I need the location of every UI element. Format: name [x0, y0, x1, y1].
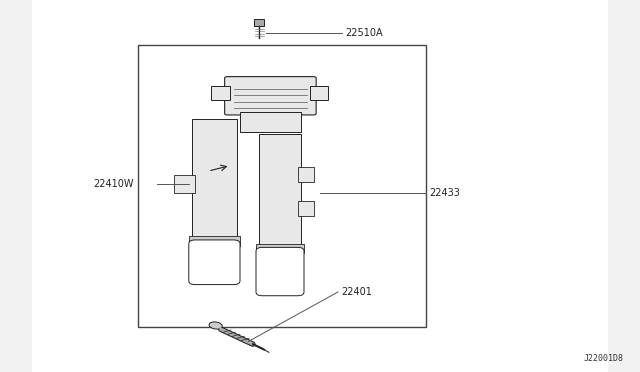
Text: 22410W: 22410W	[93, 179, 133, 189]
Bar	[256, 244, 304, 253]
Text: 22433: 22433	[429, 189, 460, 198]
FancyBboxPatch shape	[256, 247, 304, 296]
Bar	[174, 175, 195, 193]
Bar	[259, 134, 301, 246]
Ellipse shape	[209, 322, 222, 329]
Bar	[254, 19, 264, 26]
Bar	[138, 45, 426, 327]
Bar	[192, 119, 237, 238]
Bar	[240, 112, 301, 132]
Bar	[189, 236, 240, 246]
Text: 22510A: 22510A	[346, 28, 383, 38]
FancyBboxPatch shape	[225, 77, 316, 115]
Bar	[298, 201, 314, 216]
Bar	[310, 86, 328, 100]
Bar	[211, 86, 230, 100]
Text: 22401: 22401	[341, 287, 372, 297]
FancyBboxPatch shape	[189, 240, 240, 285]
Bar	[298, 167, 314, 182]
Text: J22001D8: J22001D8	[584, 354, 624, 363]
